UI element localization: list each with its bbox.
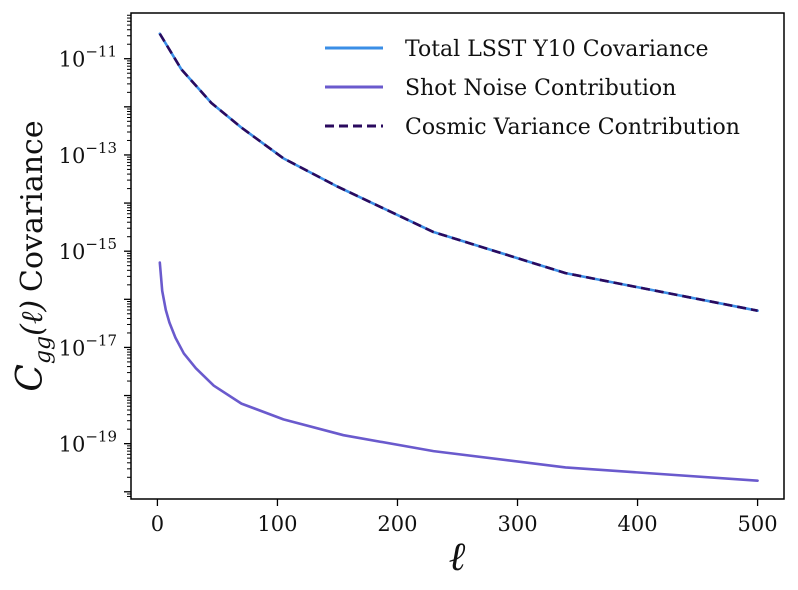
- y-axis-label: Cgg(ℓ)Covariance: [10, 120, 56, 391]
- x-tick-label: 200: [377, 512, 417, 536]
- series-shot-noise-line: [158, 261, 759, 482]
- x-tick-label: 100: [257, 512, 297, 536]
- legend-label-total: Total LSST Y10 Covariance: [405, 37, 709, 62]
- legend: Total LSST Y10 Covariance Shot Noise Con…: [325, 37, 740, 140]
- y-tick-label: 10−13: [59, 139, 117, 168]
- x-tick-label: 500: [738, 512, 778, 536]
- y-tick-label: 10−19: [59, 428, 117, 457]
- x-axis-label: ℓ: [449, 534, 466, 580]
- x-axis: 0 100 200 300 400 500: [151, 499, 778, 536]
- legend-label-cosmic-variance: Cosmic Variance Contribution: [405, 115, 740, 140]
- y-tick-label: 10−11: [59, 43, 117, 72]
- series-cosmic-variance-line: [158, 33, 758, 312]
- legend-label-shot-noise: Shot Noise Contribution: [405, 76, 676, 101]
- x-tick-label: 0: [151, 512, 164, 536]
- y-axis: 10−11 10−13 10−15 10−17 10−19: [59, 14, 131, 497]
- plot-area: [158, 32, 759, 482]
- x-tick-label: 400: [618, 512, 658, 536]
- y-tick-label: 10−17: [59, 331, 117, 360]
- x-tick-label: 300: [497, 512, 537, 536]
- y-tick-label: 10−15: [59, 235, 117, 264]
